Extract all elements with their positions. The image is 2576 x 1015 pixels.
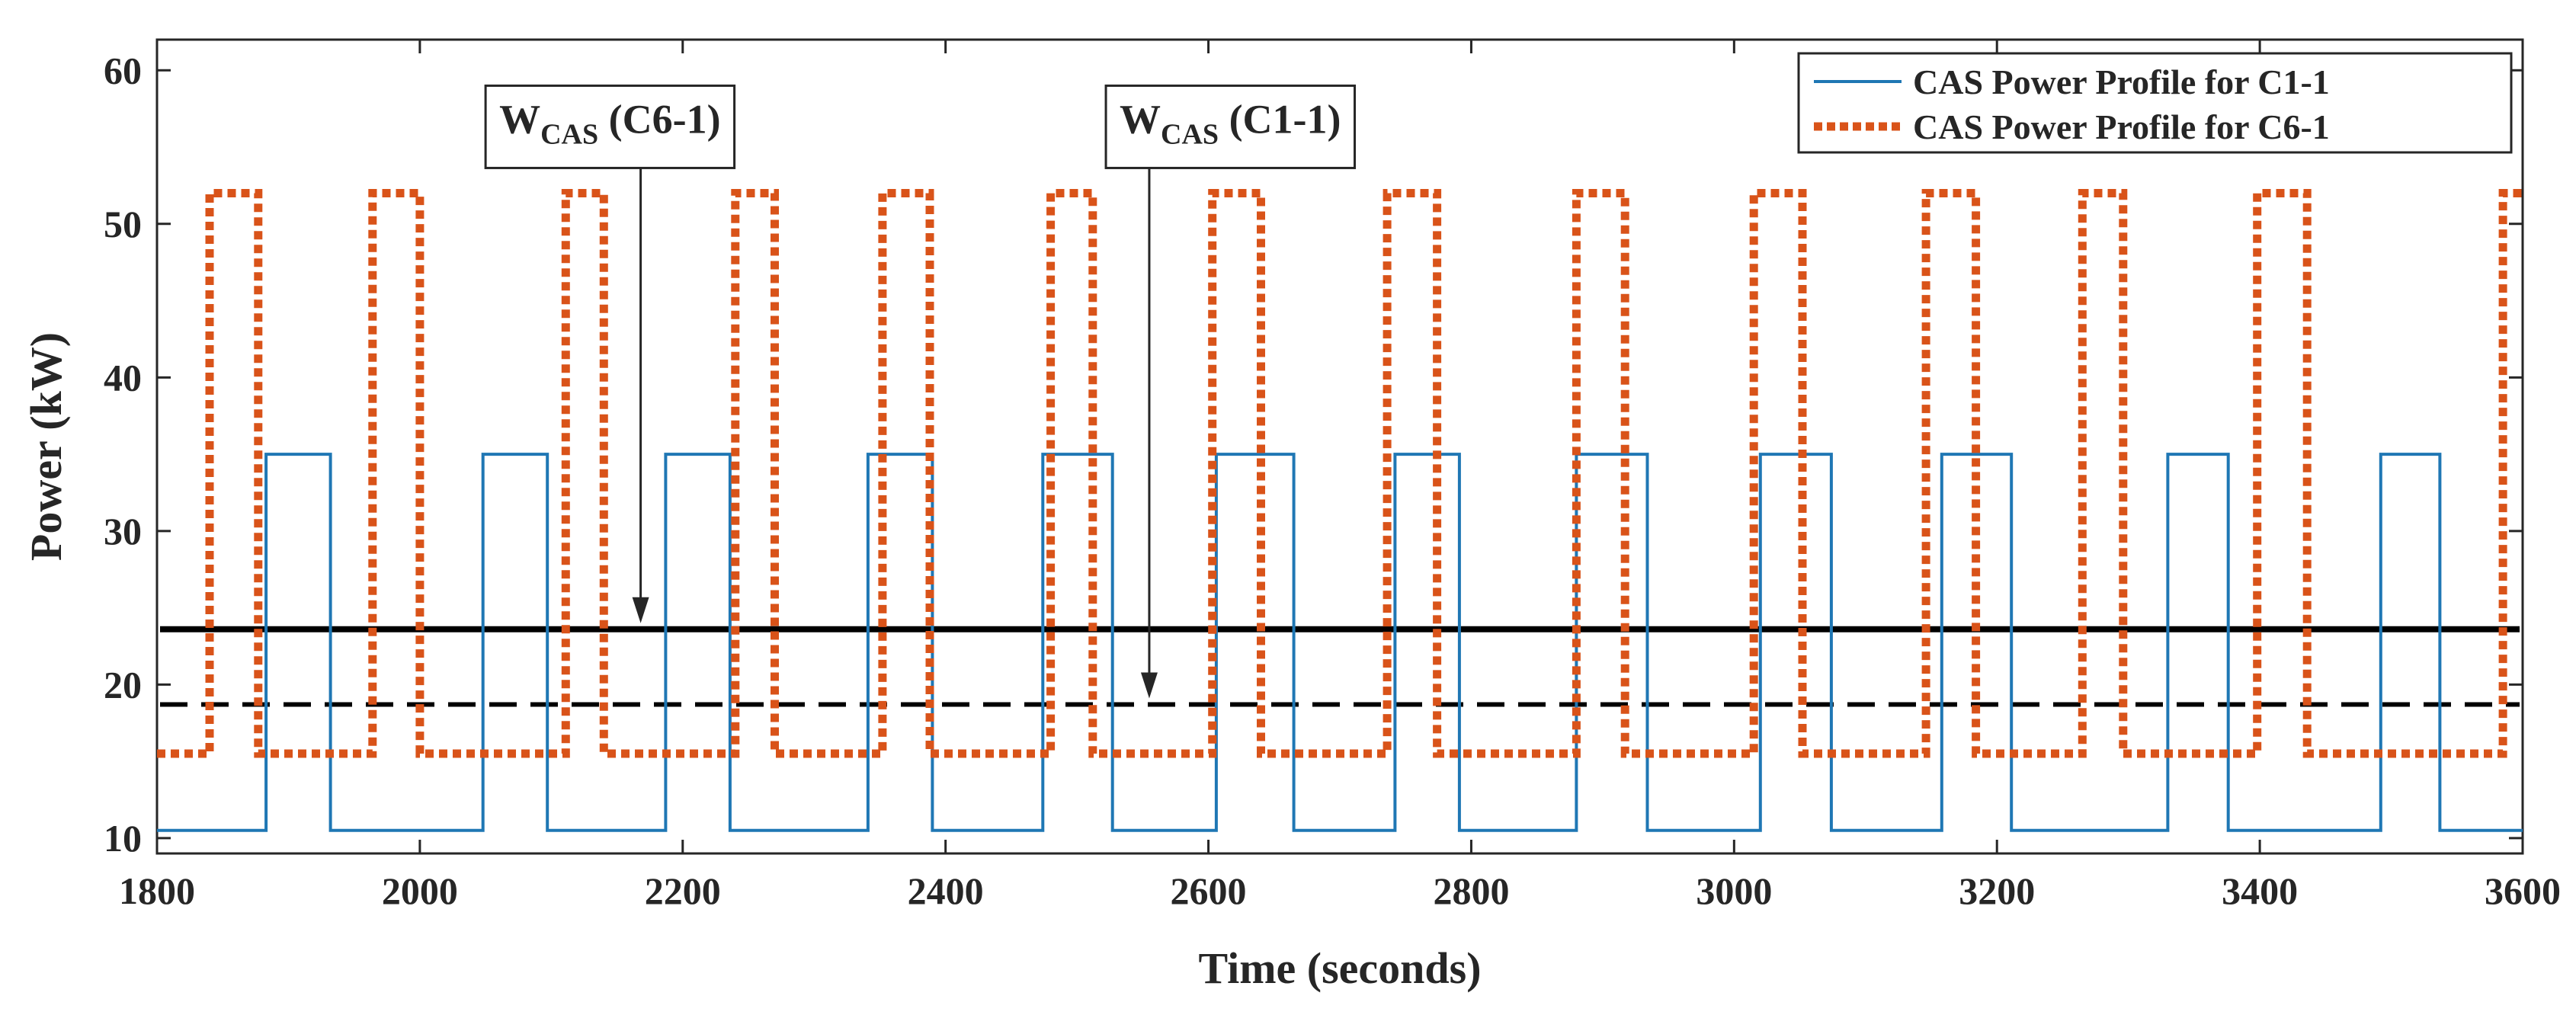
annotation-box xyxy=(484,84,736,169)
x-tick-label: 3600 xyxy=(2485,869,2561,912)
series-line-c6-1 xyxy=(157,189,2523,758)
y-tick-label: 50 xyxy=(104,203,142,245)
y-tick-label: 30 xyxy=(104,510,142,552)
reference-lines xyxy=(160,626,2520,707)
y-tick-label: 40 xyxy=(104,356,142,399)
y-axis-title: Power (kW) xyxy=(21,332,71,561)
y-tick-label: 60 xyxy=(104,49,142,91)
x-tick-label: 2200 xyxy=(645,869,721,912)
annotation-w-cas-c1-1: WCAS (C1-1) xyxy=(1104,84,1357,699)
x-tick-label: 2000 xyxy=(382,869,458,912)
series-line-c1-1 xyxy=(157,453,2523,832)
legend: CAS Power Profile for C1-1 CAS Power Pro… xyxy=(1797,52,2513,154)
annotation-label: WCAS (C1-1) xyxy=(1120,96,1341,150)
x-tick-label: 3000 xyxy=(1696,869,1772,912)
x-tick-label: 2600 xyxy=(1171,869,1247,912)
y-tick-label: 20 xyxy=(104,663,142,706)
annotation-arrow-head xyxy=(632,597,649,623)
series-layer xyxy=(157,189,2523,832)
x-tick-label: 2400 xyxy=(908,869,984,912)
annotation-w-cas-c6-1: WCAS (C6-1) xyxy=(484,84,736,623)
annotations: WCAS (C6-1) WCAS (C1-1) xyxy=(484,84,1357,699)
x-tick-label: 2800 xyxy=(1433,869,1509,912)
annotation-box xyxy=(1104,84,1357,169)
legend-label-c6-1: CAS Power Profile for C6-1 xyxy=(1913,107,2330,146)
y-tick-label: 10 xyxy=(104,817,142,860)
x-axis: 1800 2000 2200 2400 2600 2800 3000 3200 3400 3600 xyxy=(119,40,2561,912)
legend-label-c1-1: CAS Power Profile for C1-1 xyxy=(1913,62,2330,101)
legend-box xyxy=(1797,52,2513,154)
annotation-label: WCAS (C6-1) xyxy=(499,96,720,150)
y-axis: 10 20 30 40 50 60 xyxy=(104,49,2523,860)
x-tick-label: 3400 xyxy=(2222,869,2298,912)
x-axis-title: Time (seconds) xyxy=(1198,943,1481,993)
plot-area xyxy=(155,38,2524,855)
annotation-arrow-head xyxy=(1140,672,1158,699)
x-tick-label: 3200 xyxy=(1959,869,2035,912)
x-tick-label: 1800 xyxy=(119,869,195,912)
